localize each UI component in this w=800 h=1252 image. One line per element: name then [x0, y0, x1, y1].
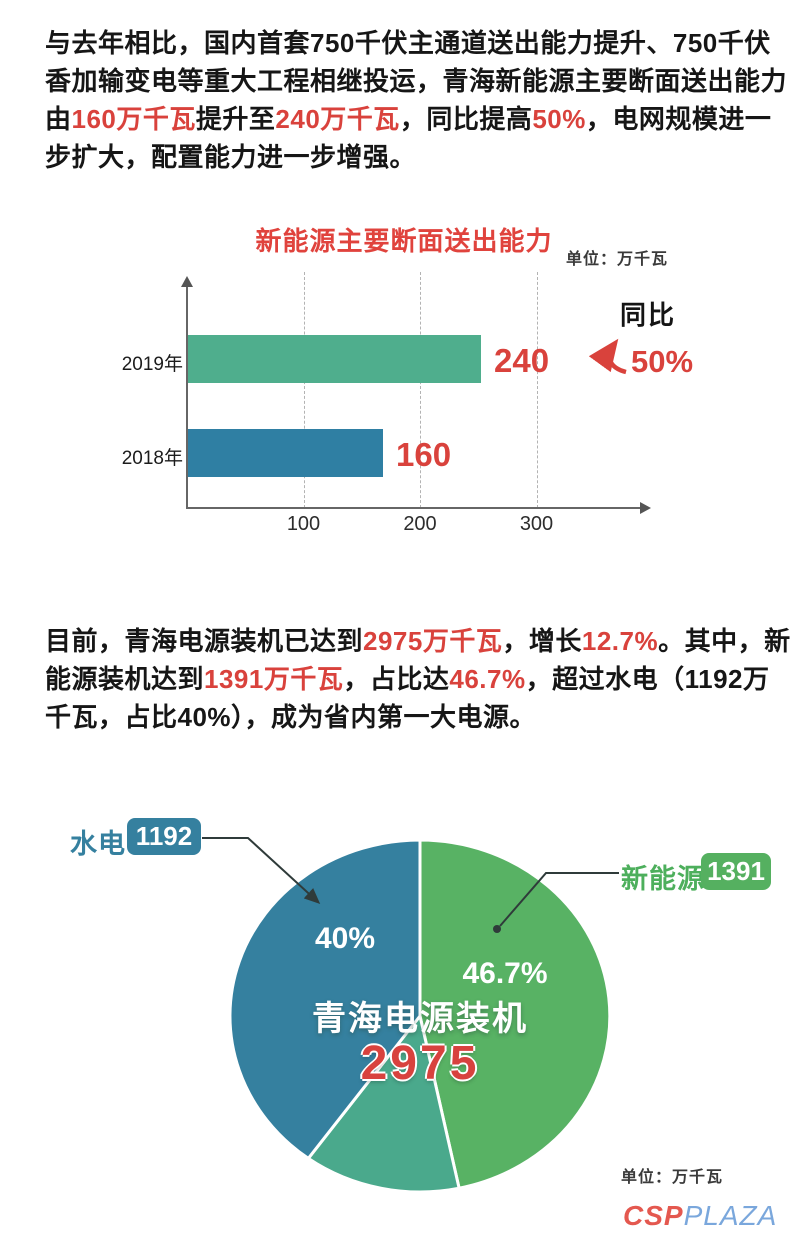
pie-pct-newenergy: 46.7%: [462, 957, 548, 990]
x-tick-label: 200: [403, 513, 437, 535]
newenergy-callout-label: 新能源: [621, 864, 705, 894]
pie-chart: [228, 838, 612, 1194]
x-axis-line: [186, 507, 642, 509]
bar-2019年: [188, 335, 481, 383]
pie-slice-新能源: [418, 838, 612, 1190]
newenergy-callout-badge: 1391: [701, 853, 771, 890]
paragraph-line: 由160万千瓦提升至240万千瓦，同比提高50%，电网规模进一: [45, 100, 771, 138]
category-label: 2018年: [121, 448, 183, 469]
highlighted-text: 12.7%: [581, 626, 659, 656]
bar-value-label: 240: [494, 342, 550, 379]
paragraph-line: 目前，青海电源装机已达到2975万千瓦，增长12.7%。其中，新: [45, 622, 790, 660]
logo-csp: CSP: [623, 1200, 684, 1231]
paragraph-line: 能源装机达到1391万千瓦，占比达46.7%，超过水电（1192万: [45, 660, 769, 698]
text-segment: ，超过水电（1192万: [525, 664, 770, 694]
logo-plaza: PLAZA: [683, 1200, 778, 1231]
x-axis-arrow-icon: [640, 502, 651, 514]
x-tick-label: 100: [286, 513, 321, 535]
category-label: 2019年: [121, 354, 183, 375]
yoy-label: 同比: [619, 300, 676, 330]
pie-pct-hydro: 40%: [314, 922, 376, 955]
paragraph-line: 香加输变电等重大工程相继投运，青海新能源主要断面送出能力: [45, 62, 787, 100]
hydro-callout-label: 水电: [70, 829, 126, 859]
summary-paragraph: 目前，青海电源装机已达到2975万千瓦，增长12.7%。其中，新 能源装机达到13…: [45, 622, 790, 736]
x-tick-label: 300: [519, 513, 554, 535]
highlighted-text: 160万千瓦: [71, 104, 196, 134]
y-axis-arrow-icon: [181, 276, 193, 287]
text-segment: ，同比提高: [399, 104, 533, 134]
gridline: [303, 272, 305, 508]
newenergy-callout-line: [499, 872, 619, 927]
pie-center-value: 2975: [360, 1037, 480, 1090]
text-segment: 能源装机达到: [45, 664, 205, 694]
bar-2018年: [188, 429, 383, 477]
pie-chart-unit-label: 单位：万千瓦: [621, 1169, 724, 1186]
text-segment: 目前，青海电源装机已达到: [45, 626, 364, 656]
yoy-value: 50%: [631, 344, 694, 379]
text-segment: 由: [45, 104, 72, 134]
yoy-up-arrow-icon: [588, 338, 627, 375]
text-segment: 香加输变电等重大工程相继投运，青海新能源主要断面送出能力: [45, 66, 788, 96]
highlighted-text: 1391万千瓦: [204, 664, 344, 694]
pie-slice-水电: [228, 838, 422, 1160]
text-segment: 提升至: [195, 104, 276, 134]
gridline: [420, 272, 421, 508]
cspplaza-logo: CSPPLAZA: [623, 1200, 777, 1232]
gridline: [536, 272, 538, 508]
intro-paragraph: 与去年相比，国内首套750千伏主通道送出能力提升、750千伏 香加输变电等重大工程…: [45, 24, 787, 176]
highlighted-text: 46.7%: [449, 664, 526, 694]
bar-chart-title: 新能源主要断面送出能力: [255, 226, 553, 256]
text-segment: ，增长: [502, 626, 582, 656]
text-segment: 千瓦，占比40%），成为省内第一大电源。: [45, 702, 537, 732]
text-segment: 步扩大，配置能力进一步增强。: [45, 142, 417, 172]
hydro-callout-badge: 1192: [127, 818, 201, 855]
text-segment: 与去年相比，国内首套750千伏主通道送出能力提升、750千伏: [45, 28, 771, 58]
paragraph-line: 与去年相比，国内首套750千伏主通道送出能力提升、750千伏: [45, 24, 770, 62]
text-segment: 。其中，新: [658, 626, 791, 656]
highlighted-text: 240万千瓦: [275, 104, 400, 134]
bar-chart-unit-label: 单位：万千瓦: [566, 251, 669, 268]
paragraph-line: 步扩大，配置能力进一步增强。: [45, 138, 761, 176]
y-axis-line: [186, 286, 188, 508]
hydro-callout-line: [202, 837, 321, 905]
pie-center-title: 青海电源装机: [312, 1000, 528, 1038]
text-segment: ，占比达: [343, 664, 450, 694]
newenergy-callout-dot: [493, 925, 501, 933]
bar-value-label: 160: [396, 436, 452, 473]
paragraph-line: 千瓦，占比40%），成为省内第一大电源。: [45, 698, 761, 736]
highlighted-text: 50%: [532, 104, 586, 134]
highlighted-text: 2975万千瓦: [363, 626, 503, 656]
text-segment: ，电网规模进一: [585, 104, 772, 134]
pie-slice-other: [306, 1014, 461, 1194]
